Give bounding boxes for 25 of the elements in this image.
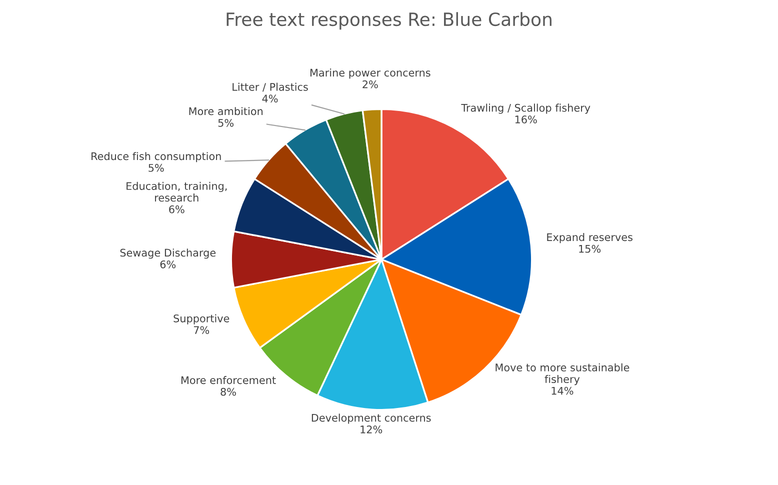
data-label: 5% (218, 118, 234, 127)
chart-title: Free text responses Re: Blue Carbon (226, 12, 552, 30)
data-label: 6% (160, 260, 176, 268)
slice-label: Development concerns (312, 414, 431, 424)
slice-label: Supportive (174, 314, 230, 324)
slice-label: Move to more sustainable fishery (496, 363, 630, 386)
data-label: 4% (262, 94, 278, 103)
data-label: 6% (169, 205, 184, 214)
data-label: 5% (148, 164, 164, 172)
data-label: 15% (579, 244, 601, 253)
slice-label: Trawling / Scallop fishery (461, 104, 590, 114)
slice-label: Sewage Discharge (120, 248, 216, 259)
slice-label: Reduce fish consumption (92, 152, 221, 162)
data-label: 16% (515, 116, 537, 124)
slice-label: More ambition (189, 107, 263, 116)
data-label: 14% (552, 386, 574, 395)
data-label: 12% (360, 426, 382, 434)
slice-label: Litter / Plastics (232, 82, 308, 92)
slice-label: Marine power concerns (310, 68, 430, 79)
slice-label: Expand reserves (547, 233, 632, 244)
data-label: 7% (194, 326, 210, 334)
data-label: 2% (362, 80, 378, 88)
slice-label: More enforcement (181, 376, 276, 384)
data-label: 8% (220, 388, 236, 396)
slice-label: Education, training, research (126, 182, 227, 202)
